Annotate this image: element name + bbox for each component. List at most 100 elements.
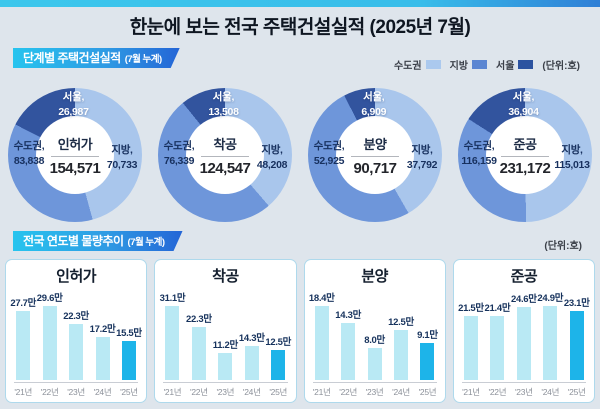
bar-column: 14.3만 [335,307,362,380]
bar-value-label: 31.1만 [159,293,186,304]
bar-value-label: 15.5만 [116,328,142,340]
donut-title: 착공 [213,136,237,152]
bar-value-label: 21.5만 [458,303,484,315]
stage-section-header: 단계별 주택건설실적 (7월 누계) [13,48,180,68]
year-label: '25년 [567,387,586,397]
donut-total: 154,571 [49,159,101,177]
bar-column: 24.6만 [511,291,537,380]
capital-slice-label: 수도권, 76,339 [150,139,208,169]
bar [165,306,180,380]
label-line: 116,159 [461,155,497,167]
capital-slice-label: 수도권, 116,159 [450,139,508,169]
bar-value-label: 8.0만 [364,334,385,346]
axis-line [163,382,288,383]
year-label: '24년 [541,387,560,397]
donut-completions: 준공 231,172 서울, 36,904 수도권, 116,159 지방, 1… [450,80,600,232]
label-line: 52,925 [313,155,345,167]
bar-column: 12.5만 [388,314,414,380]
capital-slice-label: 수도권, 83,838 [0,139,58,169]
bar [367,347,382,380]
label-line: 지방, [111,144,133,156]
bar-value-label: 14.3만 [335,309,362,321]
trend-panel-starts: 착공 31.1만 22.3만 11.2만 14.3만 12.5만 '21년 '2… [154,259,297,403]
bar [271,350,286,380]
local-swatch-icon [472,60,487,69]
donut-center: 인허가 154,571 [36,116,114,194]
bar [16,310,31,380]
donut-total: 90,717 [353,159,397,177]
donut-permits: 인허가 154,571 서울, 26,987 수도권, 83,838 지방, 7… [0,80,150,232]
seoul-slice-label: 서울, 36,904 [508,90,539,120]
year-labels: '21년 '22년 '23년 '24년 '25년 [155,386,295,398]
local-slice-label: 지방, 70,733 [94,143,150,173]
bar-column: 11.2만 [212,337,239,380]
bar-value-label: 17.2만 [89,324,116,335]
bar-value-label: 22.3만 [186,313,212,325]
bar-value-label: 18.4만 [308,293,335,304]
bar-column: 18.4만 [308,290,335,380]
bar-value-label: 14.3만 [238,333,265,344]
bar-chart: 18.4만 14.3만 8.0만 12.5만 9.1만 [305,288,445,380]
legend-label: 서울 [496,61,515,72]
bar-column: 21.5만 [458,300,484,380]
label-line: 70,733 [106,159,138,171]
stage-section-header-sub: (7월 누계) [124,54,162,65]
bar [191,326,206,380]
year-labels: '21년 '22년 '23년 '24년 '25년 [305,386,445,398]
label-line: 26,987 [58,106,89,118]
donut-center: 착공 124,547 [186,116,264,194]
bar-value-label: 24.9만 [537,293,564,304]
donut-total: 231,172 [499,159,551,177]
label-line: 115,013 [554,159,590,171]
year-label: '25년 [269,387,288,397]
bar-column: 21.4만 [484,300,511,380]
bar [490,316,505,380]
label-line: 83,838 [13,155,45,167]
bar-column: 24.9만 [537,290,564,380]
local-slice-label: 지방, 48,208 [244,143,300,173]
label-line: 13,508 [208,106,239,118]
bar-value-label: 12.5만 [388,316,414,328]
seoul-slice-label: 서울, 13,508 [208,90,239,120]
legend-item-capital: 수도권 [394,57,441,72]
label-line: 37,792 [406,159,438,171]
bar-value-label: 21.4만 [484,303,511,315]
label-line: 수도권, [13,140,45,152]
label-line: 76,339 [163,155,195,167]
year-label: '22년 [488,387,507,397]
panel-title: 착공 [212,268,239,285]
bar [69,324,84,380]
bar [569,311,584,380]
legend: 수도권 지방 서울 (단위:호) [394,57,580,72]
bar [244,346,259,380]
trend-section-header-sub: (7월 누계) [127,237,165,248]
label-line: 수도권, [463,140,495,152]
donut-total: 124,547 [199,159,251,177]
bar-value-label: 11.2만 [212,340,239,352]
stage-section-header-text: 단계별 주택건설실적 [23,51,121,65]
seoul-swatch-icon [518,60,534,69]
year-label: '23년 [216,387,235,397]
donut-title: 준공 [513,136,537,152]
year-labels: '21년 '22년 '23년 '24년 '25년 [454,386,594,398]
bar [516,306,531,380]
bar-column: 29.6만 [37,290,63,380]
year-label: '24년 [242,387,261,397]
year-label: '22년 [40,387,59,397]
bar-column: 22.3만 [186,311,212,380]
trend-panel-sales: 분양 18.4만 14.3만 8.0만 12.5만 9.1만 '21년 '22년… [303,259,446,403]
legend-item-seoul: 서울 [496,57,534,72]
label-line: 수도권, [163,140,195,152]
unit-label: (단위:호) [544,241,582,252]
bar [420,343,435,380]
bar-value-label: 27.7만 [10,297,37,309]
bar-column: 8.0만 [363,332,387,380]
label-line: 서울, [512,91,535,103]
year-label: '22년 [339,387,357,397]
donut-starts: 착공 124,547 서울, 13,508 수도권, 76,339 지방, 48… [150,80,300,232]
donut-center: 분양 90,717 [336,116,414,194]
bar [394,329,409,380]
bar-chart: 31.1만 22.3만 11.2만 14.3만 12.5만 [155,288,295,380]
axis-line [461,382,586,383]
bar [42,306,57,380]
